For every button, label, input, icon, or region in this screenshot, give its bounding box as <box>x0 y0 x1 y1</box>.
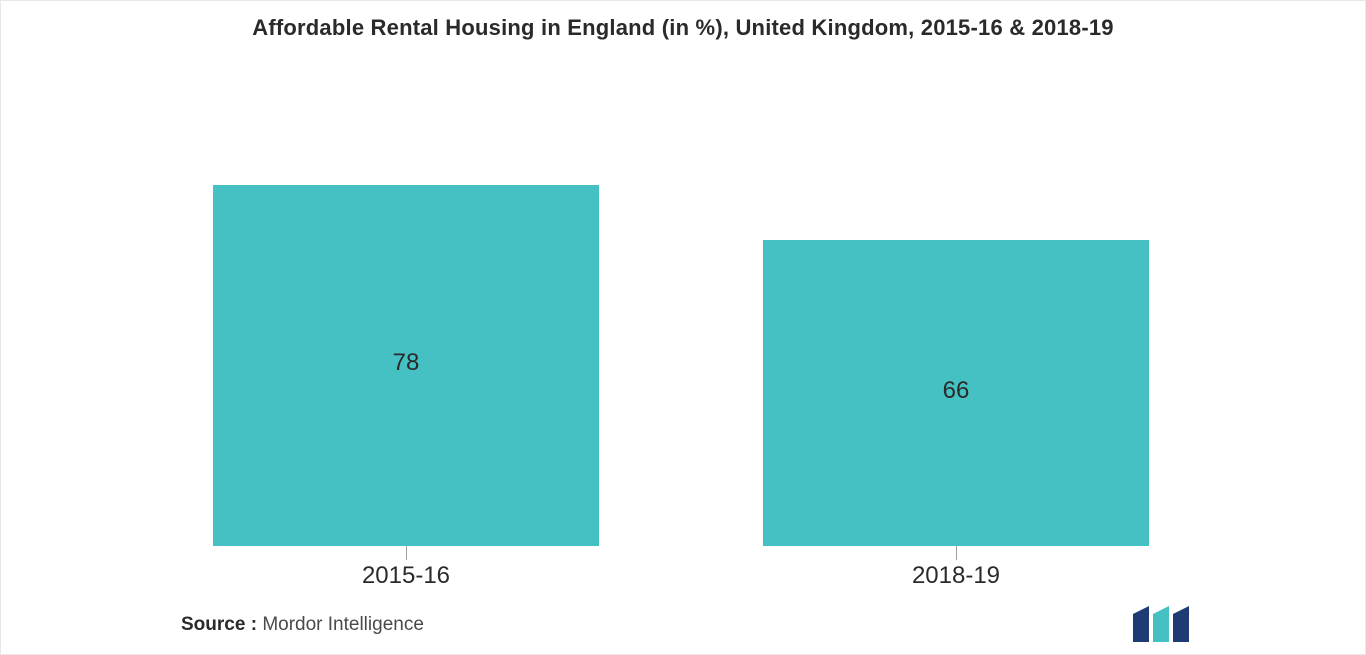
mordor-logo-icon <box>1133 606 1195 642</box>
chart-title: Affordable Rental Housing in England (in… <box>1 15 1365 41</box>
bar-value-label: 66 <box>763 377 1149 405</box>
source-value: Mordor Intelligence <box>262 614 424 635</box>
x-tick-label: 2018-19 <box>763 562 1149 590</box>
bar-value-label: 78 <box>213 349 599 377</box>
x-tick <box>956 546 957 560</box>
logo-bars <box>1133 606 1189 642</box>
chart-container: Affordable Rental Housing in England (in… <box>0 0 1366 655</box>
plot-area: 782015-16662018-19 <box>131 83 1231 546</box>
source-label: Source : <box>181 614 257 635</box>
logo-bar-3 <box>1173 606 1189 642</box>
x-tick <box>406 546 407 560</box>
logo-bar-1 <box>1133 606 1149 642</box>
x-tick-label: 2015-16 <box>213 562 599 590</box>
source-attribution: Source : Mordor Intelligence <box>181 614 424 636</box>
logo-bar-2 <box>1153 606 1169 642</box>
